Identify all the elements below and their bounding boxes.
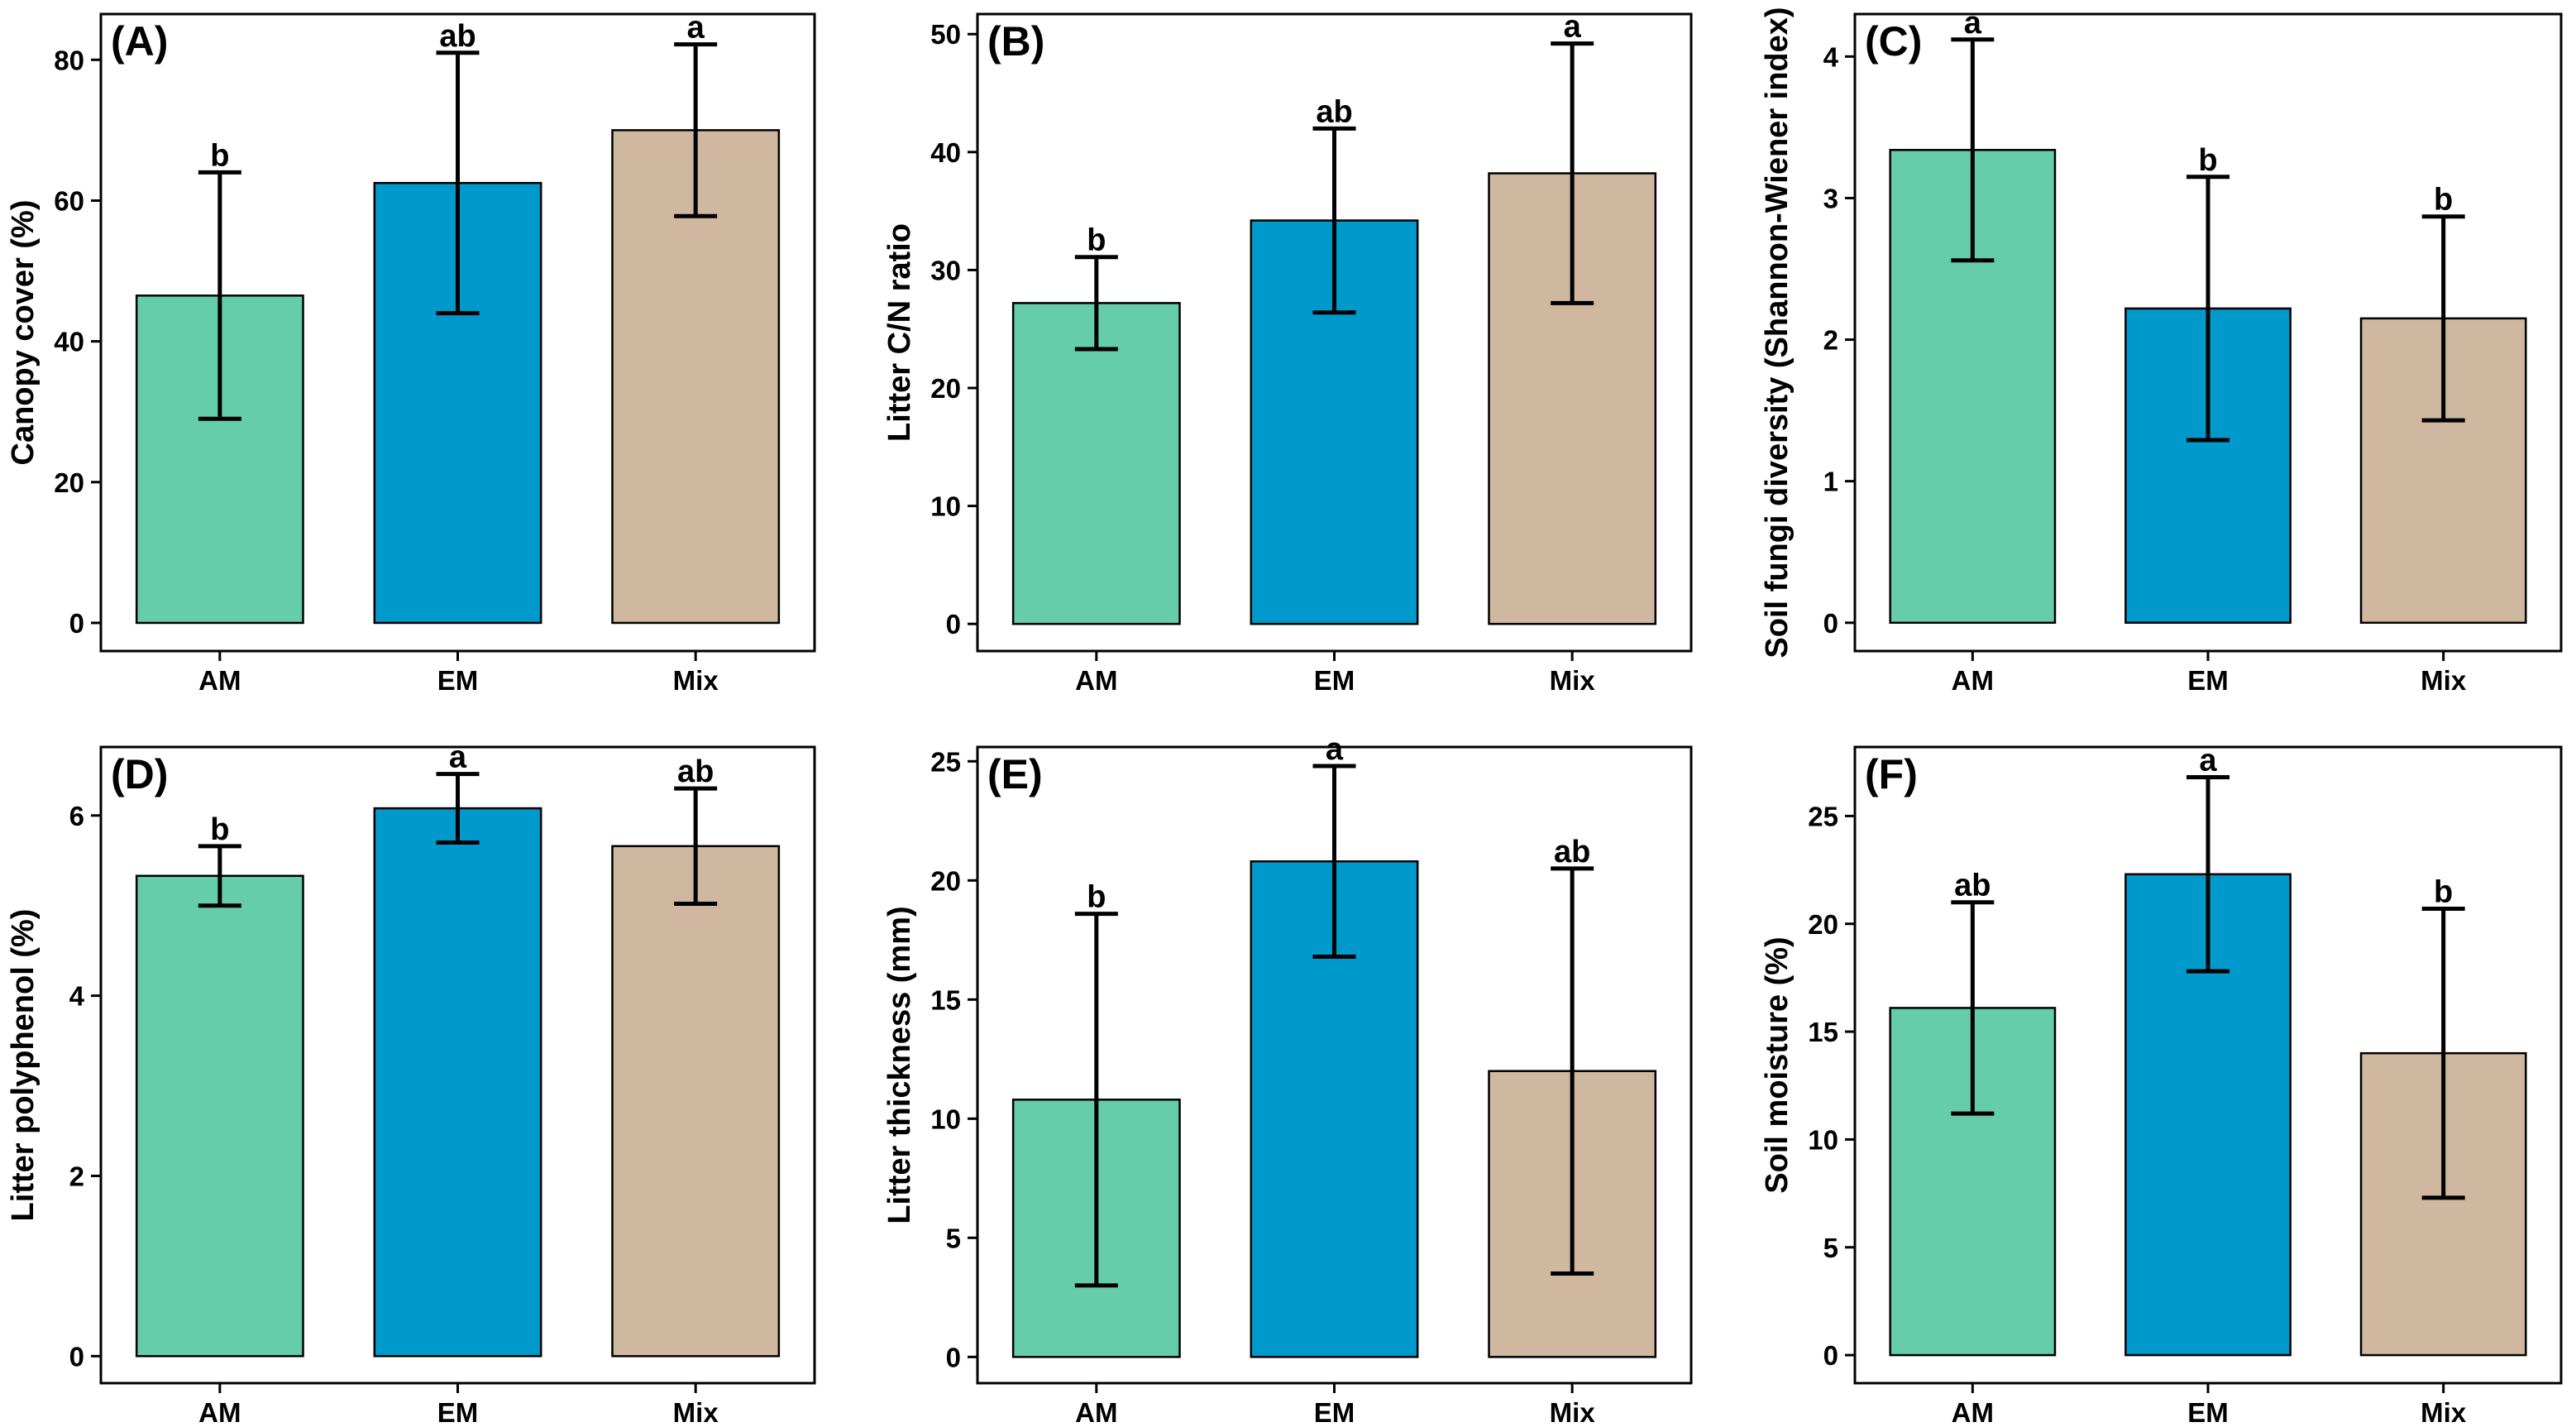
x-tick-label: EM	[437, 1397, 479, 1427]
x-tick-label: Mix	[673, 665, 719, 696]
x-tick-label: AM	[1075, 665, 1117, 696]
x-tick-label: EM	[1314, 665, 1355, 696]
y-tick-label: 0	[69, 1341, 84, 1372]
x-tick-label: EM	[1314, 1397, 1355, 1427]
y-tick-label: 2	[69, 1161, 84, 1191]
significance-label: ab	[1954, 869, 1991, 903]
y-tick-label: 2	[1823, 325, 1838, 356]
x-tick-label: EM	[2187, 1397, 2229, 1427]
y-tick-label: 60	[54, 185, 84, 216]
significance-label: b	[2434, 875, 2453, 910]
y-tick-label: 20	[930, 865, 961, 896]
panel-label: (F)	[1865, 751, 1918, 797]
y-tick-label: 0	[946, 609, 961, 639]
significance-label: ab	[1554, 835, 1590, 869]
panel-label: (D)	[111, 751, 168, 797]
y-axis-label: Soil fungi diversity (Shannon-Wiener ind…	[1760, 7, 1795, 658]
significance-label: a	[1964, 6, 1982, 41]
x-tick-label: Mix	[1550, 665, 1596, 696]
chart-panel: 0 1 2 3 4 Soil fungi diversity (Shannon-Wiene…	[1760, 6, 2563, 696]
bar-am	[1011, 302, 1181, 625]
y-tick-label: 0	[69, 608, 84, 639]
significance-label: a	[1564, 10, 1582, 45]
y-tick-label: 40	[54, 327, 84, 357]
bar-em	[373, 807, 542, 1358]
x-tick-label: Mix	[2421, 665, 2467, 696]
y-tick-label: 25	[1808, 801, 1838, 831]
y-tick-label: 0	[946, 1342, 961, 1372]
bar-mix	[611, 845, 781, 1358]
y-tick-label: 0	[1823, 1340, 1838, 1371]
significance-label: a	[1326, 732, 1344, 767]
bar-am	[135, 874, 304, 1358]
x-tick-label: AM	[1075, 1397, 1117, 1427]
x-tick-label: AM	[1952, 665, 1994, 696]
y-tick-label: 4	[1823, 41, 1839, 72]
significance-label: b	[2434, 183, 2453, 218]
y-axis-label: Canopy cover (%)	[6, 200, 41, 466]
y-tick-label: 80	[54, 45, 84, 75]
y-axis-label: Litter polyphenol (%)	[6, 909, 41, 1222]
y-tick-label: 20	[54, 467, 84, 498]
y-tick-label: 10	[930, 1104, 961, 1134]
y-tick-label: 4	[69, 981, 85, 1012]
y-axis-label: Litter thickness (mm)	[882, 906, 917, 1223]
significance-label: ab	[1316, 94, 1352, 129]
significance-label: b	[210, 812, 229, 847]
chart-panel: 0 2 4 6 Litter polyphenol (%) (D) b AM a EM ab Mix	[6, 740, 816, 1427]
y-tick-label: 10	[930, 491, 961, 522]
x-tick-label: EM	[437, 665, 479, 696]
significance-label: b	[1087, 880, 1106, 915]
y-tick-label: 40	[930, 137, 961, 168]
y-tick-label: 15	[930, 984, 961, 1015]
significance-label: a	[687, 11, 705, 45]
y-tick-label: 3	[1823, 183, 1838, 213]
significance-label: ab	[677, 754, 714, 789]
panel-label: (A)	[111, 18, 168, 65]
y-tick-label: 6	[69, 801, 84, 831]
y-tick-label: 50	[930, 19, 961, 50]
x-tick-label: Mix	[673, 1397, 719, 1427]
chart-panel: 0 5 10 15 20 25 Litter thickness (mm) (E) b AM a EM…	[882, 732, 1693, 1427]
x-tick-label: Mix	[1550, 1397, 1596, 1427]
x-tick-label: Mix	[2421, 1397, 2467, 1427]
chart-panel: 0 10 20 30 40 50 Litter C/N ratio (B) b AM ab EM a Mi…	[882, 10, 1693, 696]
y-tick-label: 25	[930, 746, 961, 777]
significance-label: ab	[439, 19, 476, 54]
y-axis-label: Litter C/N ratio	[882, 223, 917, 442]
y-tick-label: 0	[1823, 608, 1838, 639]
y-tick-label: 10	[1808, 1124, 1838, 1155]
y-tick-label: 20	[1808, 909, 1838, 940]
panel-label: (C)	[1865, 18, 1922, 65]
x-tick-label: AM	[1952, 1397, 1994, 1427]
chart-panel: 0 20 40 60 80 Canopy cover (%) (A) b AM ab EM a Mix	[6, 11, 816, 696]
y-tick-label: 1	[1823, 467, 1838, 497]
x-tick-label: AM	[198, 1397, 241, 1427]
y-tick-label: 5	[1823, 1233, 1838, 1263]
y-tick-label: 5	[946, 1223, 961, 1253]
y-tick-label: 15	[1808, 1017, 1838, 1047]
significance-label: a	[449, 740, 467, 775]
y-axis-label: Soil moisture (%)	[1760, 936, 1795, 1193]
significance-label: b	[210, 138, 229, 173]
significance-label: b	[1087, 223, 1106, 258]
y-tick-label: 20	[930, 373, 961, 404]
panel-label: (E)	[987, 751, 1043, 797]
chart-panel: 0 5 10 15 20 25 Soil moisture (%) (F) ab AM a EM b Mi…	[1760, 743, 2563, 1427]
significance-label: a	[2199, 743, 2217, 778]
y-tick-label: 30	[930, 255, 961, 285]
x-tick-label: EM	[2187, 665, 2229, 696]
x-tick-label: AM	[198, 665, 241, 696]
significance-label: b	[2198, 143, 2217, 178]
panel-label: (B)	[987, 18, 1044, 65]
